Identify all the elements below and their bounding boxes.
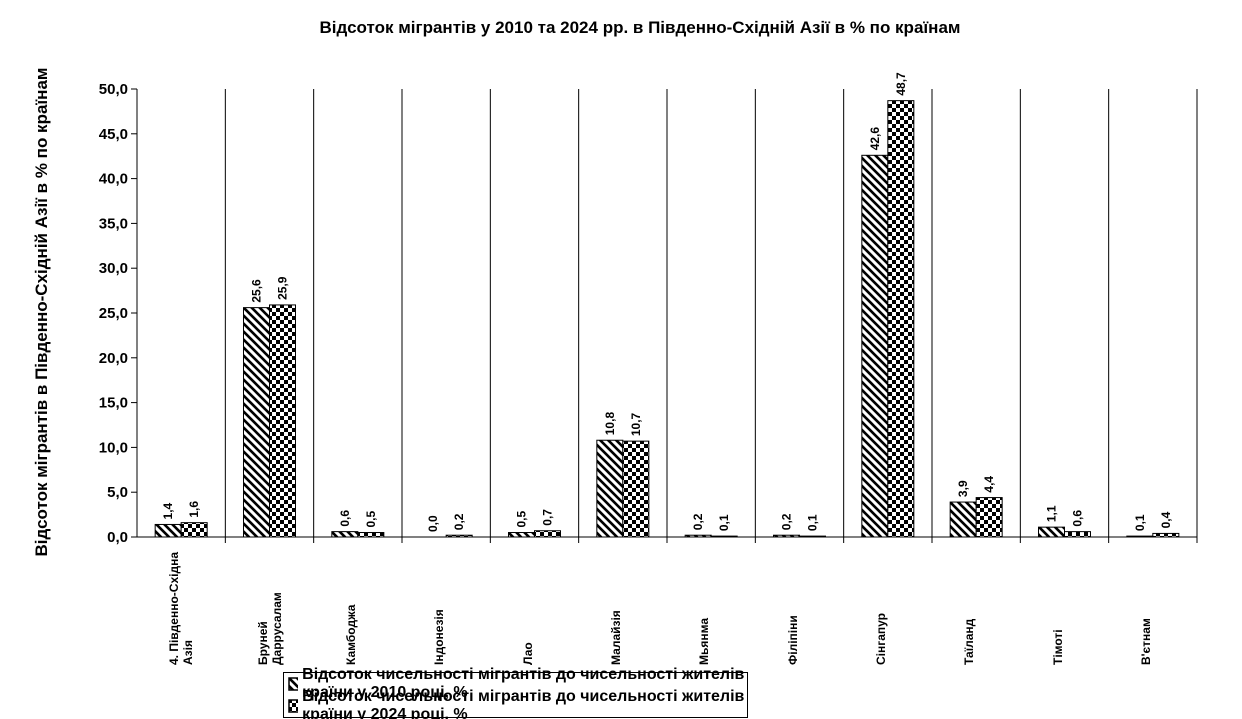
data-label: 25,9 <box>276 276 290 300</box>
bar <box>684 534 712 538</box>
bar <box>269 304 296 538</box>
bar <box>1126 535 1154 538</box>
data-label: 3,9 <box>956 480 970 497</box>
bar <box>445 534 473 538</box>
y-tick-label: 15,0 <box>99 395 128 412</box>
data-label: 0,1 <box>717 514 731 531</box>
data-label: 0,1 <box>1133 514 1147 531</box>
x-tick-label: Тімоті <box>1050 629 1065 665</box>
chart-title: Відсоток мігрантів у 2010 та 2024 рр. в … <box>320 18 961 37</box>
bar <box>861 154 889 538</box>
x-tick-label: Камбоджа <box>343 604 358 665</box>
bar <box>243 307 270 538</box>
data-label: 1,4 <box>161 502 175 519</box>
data-label: 48,7 <box>894 72 908 96</box>
y-tick-label: 5,0 <box>107 484 128 501</box>
x-tick-label: Сінгапур <box>873 612 888 665</box>
data-label: 0,1 <box>806 514 820 531</box>
y-tick-label: 30,0 <box>99 260 128 277</box>
data-label: 0,0 <box>426 515 440 532</box>
y-tick-label: 0,0 <box>107 529 128 546</box>
y-tick-label: 45,0 <box>99 126 128 143</box>
data-label: 4,4 <box>982 476 996 493</box>
bar <box>975 497 1003 538</box>
x-tick-label: 4. Південно-Східна Азія <box>167 551 196 665</box>
bar <box>357 532 385 538</box>
bar <box>331 531 359 538</box>
data-label: 10,8 <box>603 412 617 436</box>
data-label: 0,5 <box>515 511 529 528</box>
data-label: 0,2 <box>780 513 794 530</box>
y-tick-label: 50,0 <box>99 81 128 98</box>
bar <box>534 530 561 538</box>
y-tick-label: 25,0 <box>99 305 128 322</box>
bar <box>596 439 624 538</box>
bar <box>887 100 915 538</box>
legend: Відсоток чисельності мігрантів до чисель… <box>283 666 748 719</box>
data-label: 0,6 <box>338 510 352 527</box>
bar <box>949 501 977 538</box>
bar <box>154 523 182 538</box>
x-tick-label: Бруней Даррусалам <box>255 592 284 665</box>
x-tick-label: Мьянма <box>697 617 712 665</box>
data-label: 0,2 <box>452 513 466 530</box>
y-tick-label: 35,0 <box>99 215 128 232</box>
data-label: 42,6 <box>868 127 882 151</box>
bar <box>1038 526 1065 538</box>
legend-swatch-fill <box>288 677 299 691</box>
y-tick-label: 10,0 <box>99 439 128 456</box>
y-tick-label: 40,0 <box>99 171 128 188</box>
y-tick-label: 20,0 <box>99 350 128 367</box>
data-label: 1,6 <box>187 501 201 518</box>
bar <box>773 534 800 538</box>
legend-label: Відсоток чисельності мігрантів до чисель… <box>302 688 745 719</box>
data-label: 0,4 <box>1159 511 1173 528</box>
data-label: 0,6 <box>1071 510 1085 527</box>
x-tick-label: Індонезія <box>432 609 447 665</box>
legend-item: Відсоток чисельності мігрантів до чисель… <box>284 666 747 701</box>
bar <box>508 532 535 538</box>
data-label: 1,1 <box>1045 505 1059 522</box>
x-tick-label: Малайзія <box>608 610 623 665</box>
x-tick-label: Філіпіни <box>785 615 800 665</box>
bar <box>799 535 826 538</box>
legend-swatch-fill <box>288 699 299 713</box>
x-tick-label: Таїланд <box>962 618 977 665</box>
data-label: 25,6 <box>250 279 264 303</box>
bar <box>710 535 738 538</box>
x-tick-label: В'єтнам <box>1138 618 1153 665</box>
bar <box>180 522 208 538</box>
legend-swatch <box>288 677 299 691</box>
data-label: 10,7 <box>629 412 643 436</box>
data-label: 0,2 <box>691 513 705 530</box>
y-axis-title: Відсоток мігрантів в Південно-Східній Аз… <box>32 67 51 557</box>
legend-swatch <box>288 699 299 713</box>
bar <box>1152 532 1180 538</box>
bar <box>1064 531 1091 538</box>
data-label: 0,5 <box>364 511 378 528</box>
x-tick-label: Лао <box>520 642 535 665</box>
legend-label: Відсоток чисельності мігрантів до чисель… <box>302 666 745 701</box>
bar <box>622 440 650 538</box>
data-label: 0,7 <box>541 509 555 526</box>
legend-item: Відсоток чисельності мігрантів до чисель… <box>284 688 747 719</box>
